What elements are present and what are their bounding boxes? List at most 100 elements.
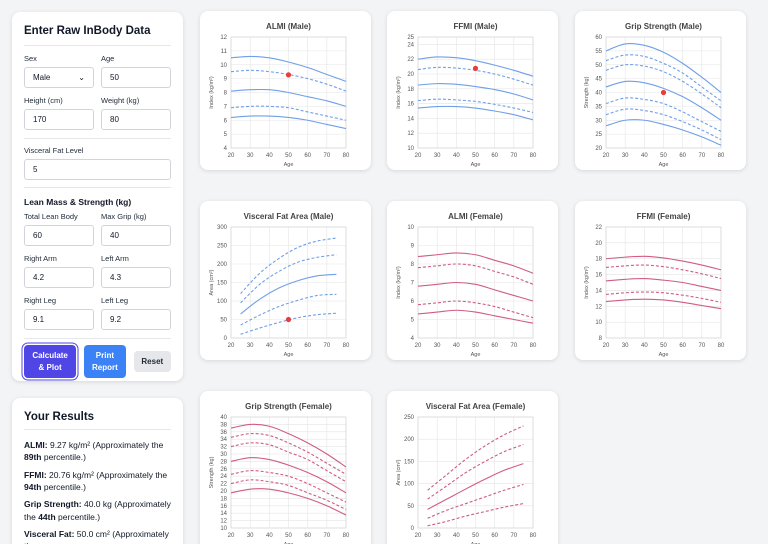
chart-svg: Visceral Fat Area (Female) 20 30 40 50 60 70 80… [396,402,537,544]
x-tick-label: 50 [472,153,479,159]
y-tick-label: 20 [595,146,602,152]
x-tick-label: 20 [415,153,422,159]
chart-almi-female: ALMI (Female) 20 30 40 50 60 70 80 4 5 6 7 8 9 10 Age In… [387,201,558,360]
result-ffmi: FFMI: 20.76 kg/m² (Approximately the 94t… [24,469,171,494]
left-arm-input[interactable]: 4.3 [101,267,171,288]
x-tick-label: 30 [434,153,441,159]
x-tick-label: 80 [343,153,350,159]
plot-frame [417,226,534,339]
y-tick-label: 10 [220,63,227,69]
age-label: Age [101,54,115,63]
age-input[interactable]: 50 [101,67,171,88]
y-tick-label: 150 [217,281,228,287]
user-data-point [472,65,479,71]
chart-vfa-male: Visceral Fat Area (Male) 20 30 40 50 60 70 80 0 5… [200,201,371,360]
series-line [417,281,534,302]
chart-grip-female: Grip Strength (Female) 20 30 40 50 60 70 80 10 12… [200,391,371,544]
x-tick-label: 80 [530,343,537,349]
sex-select[interactable]: Male ⌄ [24,67,94,88]
result-almi: ALMI: 9.27 kg/m² (Approximately the 89th… [24,439,171,464]
plot-frame [230,36,347,149]
x-tick-label: 20 [415,343,422,349]
input-panel-title: Enter Raw InBody Data [24,25,151,37]
series-line [605,291,722,303]
y-tick-label: 8 [224,91,228,97]
x-tick-label: 40 [266,343,273,349]
print-label-line1: Print [95,350,114,360]
x-tick-label: 60 [679,153,686,159]
y-tick-label: 10 [407,225,414,231]
sex-value: Male [33,73,51,82]
height-label: Height (cm) [24,96,63,105]
divider [24,138,171,139]
height-input[interactable]: 170 [24,109,94,130]
left-leg-input[interactable]: 9.2 [101,309,171,330]
chevron-down-icon: ⌄ [78,73,85,82]
series-line [417,56,534,77]
chart-almi-male: ALMI (Male) 20 30 40 50 60 70 80 4 5 6 7 8 9 10 11 12 Age… [200,11,371,170]
result-almi-suffix: percentile.) [41,452,86,463]
series-line [605,277,722,291]
total-lean-input[interactable]: 60 [24,225,94,246]
calculate-plot-button[interactable]: Calculate & Plot [24,345,77,378]
x-tick-label: 60 [491,343,498,349]
x-tick-label: 40 [641,153,648,159]
y-tick-label: 32 [220,445,227,451]
y-tick-label: 36 [220,430,227,436]
x-tick-label: 70 [510,343,517,349]
right-leg-input[interactable]: 9.1 [24,309,94,330]
result-almi-text: 9.27 kg/m² (Approximately the [47,440,164,450]
series-line [605,97,722,132]
series-line [230,115,347,130]
x-tick-label: 70 [698,153,705,159]
x-tick-label: 70 [323,343,330,349]
y-tick-label: 200 [217,262,228,268]
visceral-input[interactable]: 5 [24,159,171,180]
y-tick-label: 45 [595,77,602,83]
chart-svg: Grip Strength (Female) 20 30 40 50 60 70 80 1012… [209,402,350,544]
user-data-point [660,89,667,96]
series-line [605,264,722,280]
y-tick-label: 300 [217,225,228,231]
result-ffmi-label: FFMI: [24,469,47,480]
series-line [605,43,722,93]
y-tick-label: 20 [407,72,414,78]
max-grip-input[interactable]: 40 [101,225,171,246]
input-panel: Enter Raw InBody Data Sex Male ⌄ Age 50 … [12,12,183,381]
series-line [230,442,347,483]
reset-button[interactable]: Reset [133,351,171,372]
print-report-button[interactable]: Print Report [84,345,126,378]
x-tick-label: 60 [491,533,498,539]
y-tick-label: 12 [220,35,227,41]
y-tick-label: 10 [407,146,414,152]
y-tick-label: 12 [220,519,227,525]
visceral-label: Visceral Fat Level [24,146,84,155]
y-tick-label: 8 [599,336,603,342]
series-line [427,444,524,500]
chart-svg: Visceral Fat Area (Male) 20 30 40 50 60 70 80 0 5… [209,212,350,358]
series-line [605,255,722,271]
x-tick-label: 50 [660,343,667,349]
chart-ffmi-male: FFMI (Male) 20 30 40 50 60 70 80 10 12 14 16 18 20 22 2… [387,11,558,170]
divider [24,45,171,46]
x-tick-label: 20 [603,343,610,349]
result-grip-suffix: percentile.) [55,511,101,522]
series-line [417,83,534,101]
series-line [417,105,534,121]
x-tick-label: 20 [228,343,235,349]
right-arm-input[interactable]: 4.2 [24,267,94,288]
y-axis-label: Index (kg/m²) [396,76,402,109]
y-tick-label: 50 [407,504,414,510]
series-line [605,298,722,310]
chart-title: FFMI (Female) [637,212,691,221]
sex-label: Sex [24,54,37,63]
weight-input[interactable]: 80 [101,109,171,130]
plot-frame [230,416,347,529]
y-tick-label: 150 [404,459,415,465]
max-grip-label: Max Grip (kg) [101,212,147,221]
results-title: Your Results [24,411,95,423]
y-tick-label: 55 [595,49,602,55]
result-almi-label: ALMI: [24,440,48,450]
y-tick-label: 40 [595,91,602,97]
chart-svg: ALMI (Female) 20 30 40 50 60 70 80 4 5 6 7 8 9 10 Age In… [396,212,537,358]
